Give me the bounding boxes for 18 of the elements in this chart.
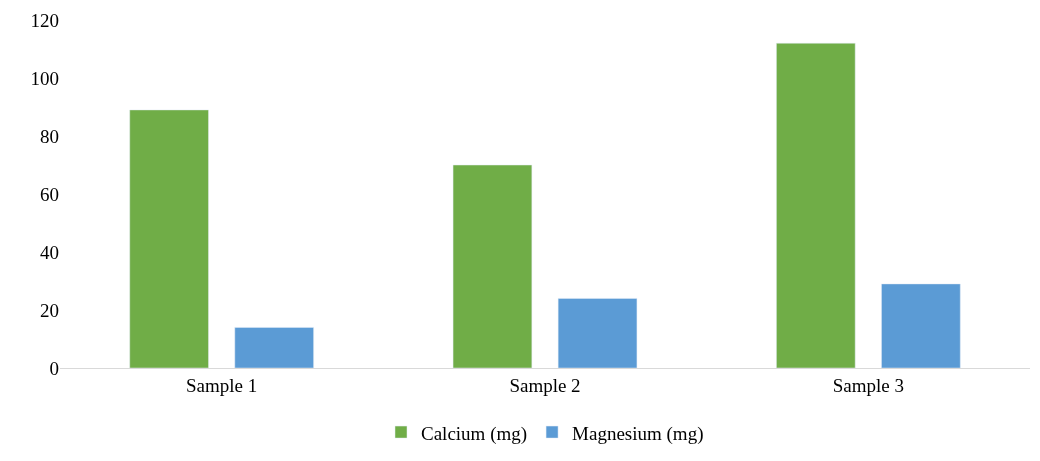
x-tick-label: Sample 2: [509, 374, 581, 396]
bar: [129, 109, 209, 368]
y-tick-label: 40: [40, 241, 59, 263]
y-tick-label: 120: [30, 9, 59, 31]
bar: [557, 298, 638, 368]
y-tick-label: 60: [40, 183, 59, 205]
x-tick-label: Sample 3: [832, 374, 904, 396]
bar: [881, 283, 961, 368]
bar: [234, 327, 314, 368]
bar: [776, 42, 856, 368]
y-tick-label: 80: [40, 125, 59, 147]
y-tick-label: 20: [40, 299, 59, 321]
y-tick-label: 0: [49, 357, 59, 379]
legend-label: Calcium (mg): [421, 422, 528, 445]
x-tick-label: Sample 1: [186, 374, 258, 396]
y-tick-label: 100: [30, 67, 59, 89]
bar: [452, 164, 533, 368]
legend-label: Magnesium (mg): [572, 422, 704, 445]
